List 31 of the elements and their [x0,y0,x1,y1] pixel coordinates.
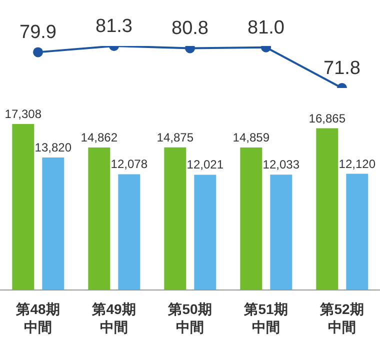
data-label: 14,859 [232,130,270,145]
data-label: 12,021 [186,158,224,172]
data-label: 17,308 [4,107,42,122]
bar [270,174,292,290]
bar [12,124,34,290]
bar [240,148,262,290]
bar [164,147,186,290]
data-label: 81.3 [96,16,132,37]
data-label: 13,820 [34,140,72,154]
data-label: 81.0 [248,17,284,38]
bar [88,148,110,290]
x-tick-label: 第52期中間 [319,301,364,335]
data-label: 80.8 [172,18,208,40]
bar [316,128,338,290]
data-label: 14,862 [80,130,118,145]
data-label: 16,865 [308,111,346,126]
bar [42,158,64,290]
point [33,47,43,58]
data-label: 12,033 [262,158,300,172]
bar [194,174,216,290]
data-label: 79.9 [20,22,56,44]
data-label: 12,078 [110,157,148,172]
x-tick-label: 第48期中間 [15,301,60,335]
x-tick-label: 第50期中間 [167,301,212,335]
bar [118,174,140,290]
x-tick-label: 第49期中間 [91,301,136,335]
data-label: 71.8 [324,58,360,79]
x-tick-label: 第51期中間 [243,301,288,335]
bar [346,174,368,290]
data-label: 14,875 [156,130,194,144]
data-label: 12,120 [338,156,376,171]
